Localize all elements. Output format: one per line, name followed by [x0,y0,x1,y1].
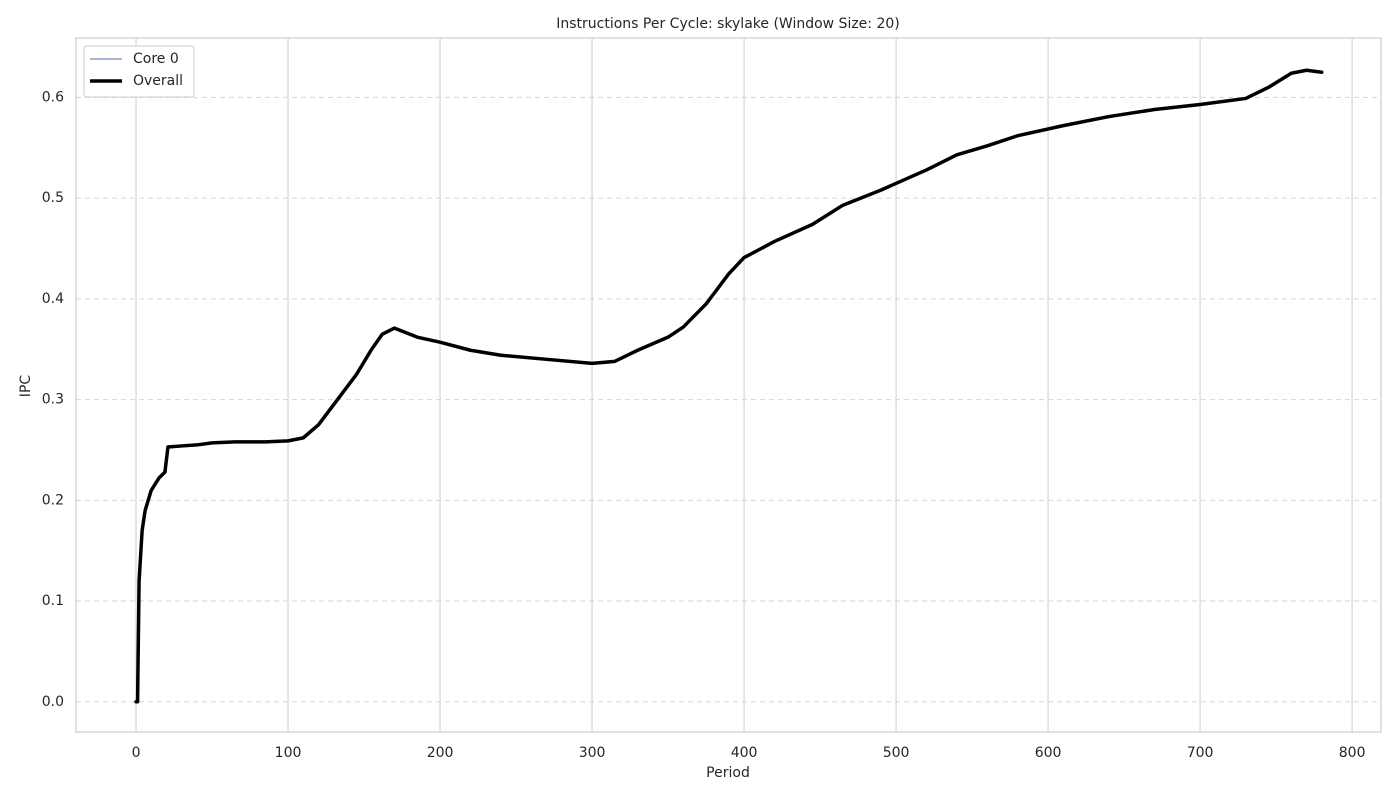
y-tick-label: 0.0 [42,694,64,710]
y-tick-label: 0.6 [42,89,64,105]
y-tick-label: 0.2 [42,492,64,508]
x-tick-label: 300 [579,745,606,761]
series-line [134,68,1324,704]
x-tick-label: 700 [1187,745,1214,761]
y-tick-label: 0.5 [42,190,64,206]
x-tick-label: 200 [427,745,454,761]
x-tick-label: 600 [1035,745,1062,761]
y-tick-label: 0.4 [42,291,64,307]
legend-label: Overall [133,73,183,89]
plot-frame [75,37,1382,733]
series-line [135,69,1323,703]
y-tick-label: 0.1 [42,593,64,609]
y-tick-label: 0.3 [42,392,64,408]
y-axis-label: IPC [18,375,34,398]
x-tick-label: 0 [132,745,141,761]
legend-label: Core 0 [133,51,179,67]
legend: Core 0 Overall [83,45,195,98]
chart-title: Instructions Per Cycle: skylake (Window … [556,16,900,32]
x-axis-label: Period [706,765,750,781]
x-tick-label: 100 [275,745,302,761]
x-tick-label: 500 [883,745,910,761]
x-tick-label: 400 [731,745,758,761]
x-tick-label: 800 [1339,745,1366,761]
